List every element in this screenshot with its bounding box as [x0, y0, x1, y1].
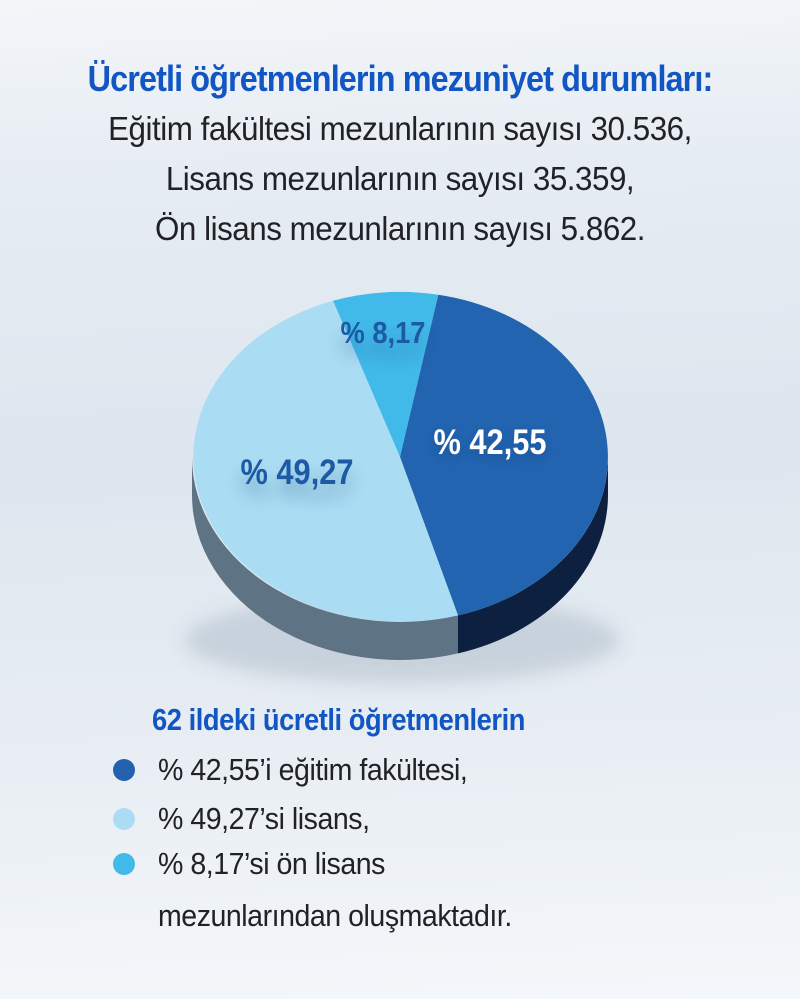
legend-dot-lisans-icon [113, 808, 135, 830]
intro-stats: Eğitim fakültesi mezunlarının sayısı 30.… [20, 104, 780, 254]
legend-continuation: mezunlarından oluşmaktadır. [158, 898, 512, 933]
legend-label-lisans: % 49,27’si lisans, [158, 801, 370, 836]
pie-slice-lisans [193, 300, 458, 622]
page-title: Ücretli öğretmenlerin mezuniyet durumlar… [87, 58, 714, 99]
legend-item-egitim: % 42,55’i eğitim fakültesi, [113, 752, 494, 788]
legend-label-onlisans: % 8,17’si ön lisans [158, 846, 385, 881]
pie-slice-egitim [400, 294, 608, 616]
legend-heading: 62 ildeki ücretli öğretmenlerin [152, 702, 525, 737]
pie-slice-onlisans [333, 291, 439, 457]
legend-label-egitim: % 42,55’i eğitim fakültesi, [158, 752, 468, 787]
legend-item-onlisans: % 8,17’si ön lisans [113, 846, 405, 882]
pie-label-lisans: % 49,27 [240, 453, 354, 492]
pie-side-egitim [458, 457, 608, 654]
intro-line-onlisans: Ön lisans mezunlarının sayısı 5.862. [155, 210, 645, 247]
pie-label-egitim: % 42,55 [433, 423, 547, 462]
legend-dot-egitim-icon [113, 759, 135, 781]
intro-line-lisans: Lisans mezunlarının sayısı 35.359, [165, 160, 635, 197]
legend-item-lisans: % 49,27’si lisans, [113, 801, 388, 837]
pie-side-lisans [192, 457, 458, 660]
pie-label-onlisans: % 8,17 [340, 315, 426, 350]
intro-line-egitim: Eğitim fakültesi mezunlarının sayısı 30.… [108, 110, 692, 147]
legend-dot-onlisans-icon [113, 853, 135, 875]
